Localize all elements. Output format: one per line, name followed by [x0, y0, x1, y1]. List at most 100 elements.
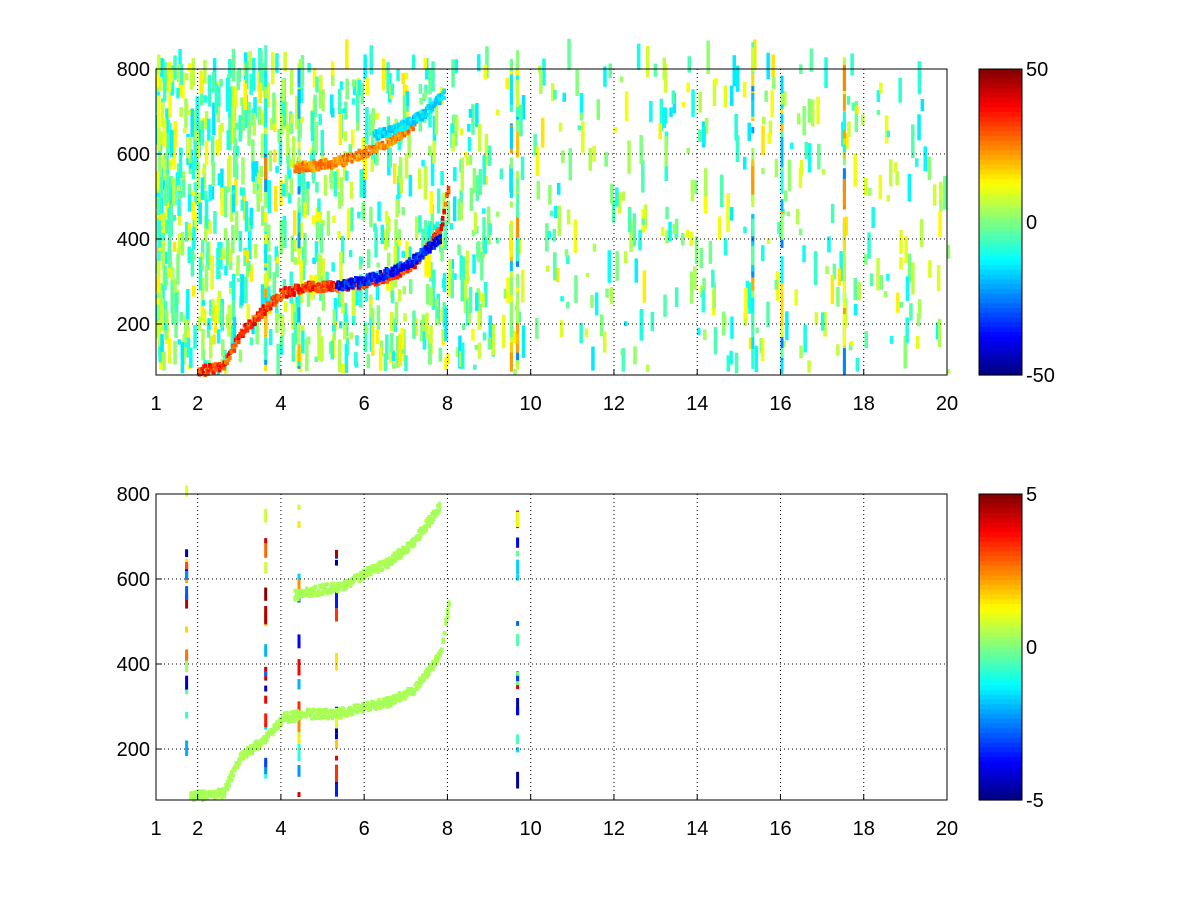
heatmap-cell	[548, 185, 552, 205]
heatmap-cell	[180, 342, 185, 374]
heatmap-cell	[811, 99, 815, 127]
heatmap-cell	[477, 54, 481, 72]
heatmap-cell	[185, 656, 189, 673]
heatmap-cell	[220, 168, 224, 201]
heatmap-cell	[291, 332, 295, 362]
heatmap-cell	[158, 346, 162, 363]
heatmap-cell	[331, 262, 335, 272]
heatmap-cell	[201, 329, 205, 358]
heatmap-cell	[264, 671, 268, 677]
heatmap-cell	[780, 98, 784, 132]
heatmap-cell	[575, 69, 579, 97]
heatmap-cell	[184, 221, 189, 242]
heatmap-cell	[509, 338, 513, 360]
heatmap-cell	[318, 114, 322, 125]
heatmap-cell	[421, 314, 426, 326]
heatmap-cell	[281, 183, 286, 197]
colorbar-step	[979, 742, 1022, 749]
heatmap-cell	[646, 45, 650, 78]
heatmap-cell	[780, 170, 784, 194]
heatmap-cell	[196, 145, 201, 159]
heatmap-cell	[298, 345, 303, 373]
heatmap-cell	[156, 210, 160, 221]
heatmap-cell	[516, 358, 520, 363]
heatmap-cell	[876, 110, 881, 115]
heatmap-cell	[585, 272, 590, 278]
colorbar-step	[979, 198, 1022, 204]
heatmap-cell	[412, 542, 417, 547]
heatmap-cell	[249, 744, 253, 749]
heatmap-cell	[591, 346, 595, 371]
heatmap-cell	[393, 558, 398, 563]
heatmap-cell	[273, 149, 277, 163]
heatmap-cell	[761, 168, 765, 175]
heatmap-cell	[393, 139, 398, 144]
heatmap-cell	[274, 185, 278, 212]
heatmap-cell	[286, 290, 290, 295]
heatmap-cell	[369, 572, 373, 577]
heatmap-cell	[780, 293, 784, 326]
heatmap-cell	[425, 312, 429, 339]
heatmap-cell	[174, 292, 179, 326]
heatmap-cell	[360, 573, 364, 578]
colorbar-step	[979, 183, 1022, 190]
heatmap-cell	[609, 287, 614, 305]
heatmap-cell	[355, 709, 359, 714]
heatmap-cell	[387, 252, 391, 267]
heatmap-cell	[401, 349, 405, 354]
heatmap-cell	[292, 709, 297, 714]
colorbar-step	[979, 351, 1022, 357]
heatmap-cell	[175, 172, 180, 188]
heatmap-cell	[406, 687, 410, 691]
heatmap-cell	[418, 683, 422, 688]
heatmap-cell	[579, 112, 584, 121]
heatmap-cell	[330, 162, 334, 190]
heatmap-cell	[247, 101, 251, 135]
heatmap-cell	[369, 114, 373, 136]
heatmap-cell	[256, 173, 260, 200]
heatmap-cell	[516, 734, 520, 745]
heatmap-cell	[864, 177, 868, 196]
colorbar-step	[979, 790, 1022, 796]
heatmap-cell	[406, 125, 410, 130]
heatmap-cell	[337, 161, 341, 166]
heatmap-cell	[187, 63, 192, 72]
heatmap-cell	[376, 305, 381, 330]
heatmap-cell	[378, 348, 383, 371]
heatmap-cell	[368, 272, 372, 277]
heatmap-cell	[753, 39, 757, 70]
heatmap-cell	[395, 199, 399, 218]
heatmap-cell	[300, 55, 305, 87]
heatmap-cell	[751, 93, 755, 101]
heatmap-cell	[367, 568, 372, 573]
heatmap-cell	[229, 281, 233, 288]
colorbar-step	[979, 217, 1022, 223]
heatmap-cell	[166, 135, 170, 155]
heatmap-cell	[509, 201, 513, 208]
heatmap-cell	[227, 784, 231, 789]
heatmap-cell	[321, 283, 326, 311]
heatmap-cell	[516, 297, 520, 324]
heatmap-cell	[196, 161, 200, 189]
heatmap-cell	[451, 59, 455, 88]
colorbar-step	[979, 785, 1022, 792]
heatmap-cell	[214, 84, 218, 114]
heatmap-cell	[177, 339, 181, 345]
heatmap-cell	[399, 554, 404, 559]
heatmap-cell	[401, 207, 405, 215]
heatmap-cell	[209, 336, 213, 359]
heatmap-cell	[853, 153, 857, 187]
heatmap-cell	[438, 653, 442, 657]
heatmap-cell	[259, 165, 264, 177]
heatmap-cell	[216, 329, 221, 344]
heatmap-cell	[210, 186, 215, 200]
colorbar-step	[979, 690, 1022, 696]
heatmap-cell	[355, 335, 359, 346]
heatmap-cell	[927, 156, 932, 180]
heatmap-cell	[226, 130, 230, 150]
colorbar-tick-label: 50	[1026, 59, 1048, 81]
heatmap-cell	[905, 276, 910, 301]
heatmap-cell	[539, 71, 543, 94]
heatmap-cell	[224, 265, 228, 276]
heatmap-cell	[423, 115, 427, 119]
